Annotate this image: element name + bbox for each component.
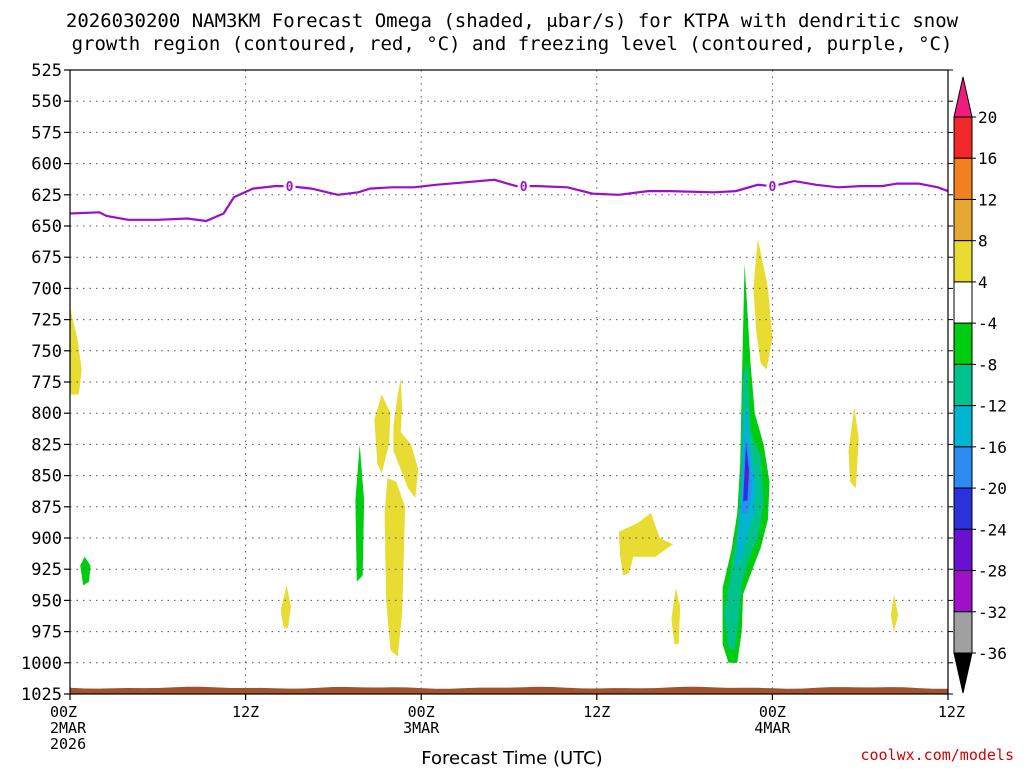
omega-region-3 — [280, 585, 291, 628]
colorbar-bin-1 — [953, 116, 973, 159]
y-tick-label-1025: 1025 — [21, 685, 62, 705]
colorbar-label-20: 20 — [978, 108, 997, 127]
colorbar-label--20: -20 — [978, 479, 1007, 498]
omega-region-4 — [355, 444, 365, 582]
omega-region-7 — [393, 378, 419, 499]
y-tick-label-525: 525 — [31, 61, 62, 81]
colorbar-bin-6 — [953, 322, 973, 365]
omega-region-2 — [80, 556, 91, 586]
omega-region-12 — [890, 594, 899, 632]
plot-area: 0 0 0 — [70, 70, 948, 694]
colorbar-label--8: -8 — [978, 355, 997, 374]
omega-region-11 — [848, 407, 859, 489]
colorbar-label-8: 8 — [978, 232, 988, 251]
y-tick-label-750: 750 — [31, 342, 62, 362]
colorbar-label--36: -36 — [978, 644, 1007, 663]
plot-content: 0 0 0 — [70, 70, 948, 694]
x-axis-label: Forecast Time (UTC) — [421, 748, 603, 769]
freezing-level-label-1: 0 — [286, 180, 294, 195]
colorbar-label--16: -16 — [978, 438, 1007, 457]
colorbar-bin-13 — [953, 611, 973, 654]
y-tick-label-650: 650 — [31, 217, 62, 237]
freezing-label-bg-3 — [766, 178, 779, 194]
colorbar-bottom-arrow — [953, 652, 973, 694]
freezing-label-bg-2 — [517, 178, 530, 194]
y-tick-label-1000: 1000 — [21, 654, 62, 674]
colorbar-bin-4 — [953, 240, 973, 283]
omega-region-9 — [671, 587, 681, 645]
chart-title-line-2: growth region (contoured, red, °C) and f… — [71, 33, 953, 55]
omega-region-18 — [745, 460, 749, 489]
x-tick-label-h0-1: 2MAR — [50, 719, 87, 737]
omega-region-6 — [384, 478, 406, 657]
colorbar-bin-9 — [953, 446, 973, 489]
axes: 525 550 575 600 625 650 675 700 725 750 775 800 825 8… — [21, 61, 965, 753]
x-tick-label-h48-0: 00Z — [759, 703, 786, 721]
x-tick-label-h60-0: 12Z — [938, 703, 965, 721]
freezing-level-label-3: 0 — [768, 180, 776, 195]
y-tick-label-625: 625 — [31, 186, 62, 206]
colorbar-bin-3 — [953, 198, 973, 242]
colorbar-label--24: -24 — [978, 520, 1007, 539]
freezing-level-line — [70, 178, 948, 223]
credit-link[interactable]: coolwx.com/models — [860, 746, 1014, 764]
omega-region-1 — [70, 307, 82, 395]
terrain — [70, 686, 948, 694]
colorbar-label-12: 12 — [978, 190, 997, 209]
colorbar-bin-7 — [953, 363, 973, 407]
y-tick-label-850: 850 — [31, 467, 62, 487]
colorbar-bin-12 — [953, 570, 973, 613]
y-tick-label-675: 675 — [31, 248, 62, 268]
x-tick-label-h0-0: 00Z — [50, 703, 77, 721]
chart-title-line-1: 2026030200 NAM3KM Forecast Omega (shaded… — [65, 10, 959, 32]
x-tick-label-h12-0: 12Z — [232, 703, 259, 721]
colorbar-top-arrow — [953, 76, 973, 118]
omega-region-5 — [374, 394, 391, 474]
x-tick-label-h36-0: 12Z — [583, 703, 610, 721]
y-tick-label-975: 975 — [31, 623, 62, 643]
colorbar-label--32: -32 — [978, 603, 1007, 622]
y-tick-label-775: 775 — [31, 373, 62, 393]
y-tick-label-700: 700 — [31, 279, 62, 299]
x-tick-label-h48-1: 4MAR — [754, 719, 791, 737]
colorbar-bin-11 — [953, 528, 973, 572]
y-tick-label-900: 900 — [31, 529, 62, 549]
y-tick-label-725: 725 — [31, 311, 62, 331]
colorbar-label--4: -4 — [978, 314, 997, 333]
omega-region-8 — [618, 513, 673, 576]
colorbar-bin-5 — [953, 281, 973, 324]
x-tick-label-h24-0: 00Z — [408, 703, 435, 721]
colorbar-label-16: 16 — [978, 149, 997, 168]
plot-frame — [69, 69, 949, 695]
omega-region-10 — [753, 238, 773, 370]
colorbar-label-4: 4 — [978, 273, 988, 292]
colorbar-bin-10 — [953, 487, 973, 530]
freezing-level-label-2: 0 — [520, 180, 528, 195]
y-tick-label-575: 575 — [31, 123, 62, 143]
colorbar-label--28: -28 — [978, 562, 1007, 581]
y-tick-label-950: 950 — [31, 591, 62, 611]
x-tick-label-h0-2: 2026 — [50, 735, 86, 753]
y-tick-label-800: 800 — [31, 404, 62, 424]
colorbar-label--12: -12 — [978, 397, 1007, 416]
y-tick-label-825: 825 — [31, 435, 62, 455]
y-tick-label-600: 600 — [31, 155, 62, 175]
colorbar-bin-8 — [953, 405, 973, 448]
colorbar: 20 16 12 8 4 -4 -8 -12 -16 -20 -24 -28 -32 -36 — [953, 76, 1007, 694]
y-tick-label-875: 875 — [31, 498, 62, 518]
colorbar-bin-2 — [953, 157, 973, 200]
x-tick-label-h24-1: 3MAR — [403, 719, 440, 737]
freezing-label-bg-1 — [283, 178, 296, 194]
y-tick-label-550: 550 — [31, 92, 62, 112]
y-tick-label-925: 925 — [31, 560, 62, 580]
